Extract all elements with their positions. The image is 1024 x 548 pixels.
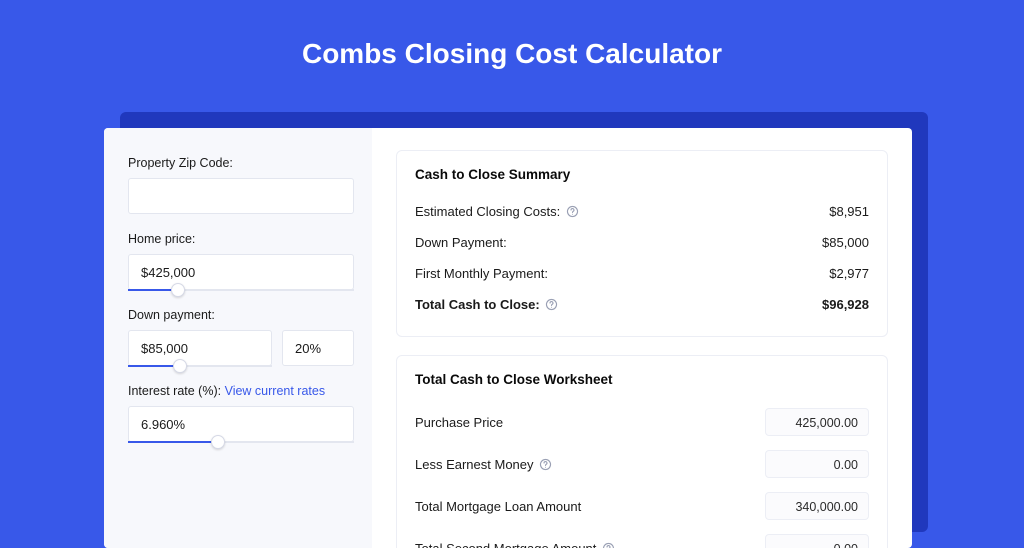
worksheet-label: Purchase Price: [415, 415, 503, 430]
slider-thumb[interactable]: [171, 283, 185, 297]
calculator-card: Property Zip Code: Home price: Down paym…: [104, 128, 912, 548]
help-icon[interactable]: [545, 298, 558, 311]
down-payment-label: Down payment:: [128, 308, 354, 322]
interest-rate-slider[interactable]: [128, 406, 354, 442]
slider-fill: [128, 441, 218, 443]
view-rates-link[interactable]: View current rates: [225, 384, 326, 398]
summary-label: Down Payment:: [415, 235, 507, 250]
help-icon[interactable]: [566, 205, 579, 218]
down-payment-input[interactable]: [128, 330, 272, 366]
interest-rate-label: Interest rate (%): View current rates: [128, 384, 354, 398]
zip-field-group: Property Zip Code:: [128, 156, 354, 214]
worksheet-label: Less Earnest Money: [415, 457, 534, 472]
summary-value: $2,977: [829, 266, 869, 281]
worksheet-heading: Total Cash to Close Worksheet: [415, 372, 869, 387]
summary-row-down-payment: Down Payment: $85,000: [415, 227, 869, 258]
page-title: Combs Closing Cost Calculator: [0, 0, 1024, 98]
summary-card: Cash to Close Summary Estimated Closing …: [396, 150, 888, 337]
worksheet-row-mortgage-amount: Total Mortgage Loan Amount 340,000.00: [415, 485, 869, 527]
home-price-field-group: Home price:: [128, 232, 354, 290]
worksheet-row-earnest-money: Less Earnest Money 0.00: [415, 443, 869, 485]
worksheet-card: Total Cash to Close Worksheet Purchase P…: [396, 355, 888, 548]
summary-label: Estimated Closing Costs:: [415, 204, 560, 219]
summary-label: First Monthly Payment:: [415, 266, 548, 281]
slider-thumb[interactable]: [211, 435, 225, 449]
summary-row-closing-costs: Estimated Closing Costs: $8,951: [415, 196, 869, 227]
slider-thumb[interactable]: [173, 359, 187, 373]
worksheet-row-purchase-price: Purchase Price 425,000.00: [415, 401, 869, 443]
home-price-input[interactable]: [128, 254, 354, 290]
help-icon[interactable]: [602, 542, 615, 548]
summary-total-label: Total Cash to Close:: [415, 297, 540, 312]
interest-rate-input[interactable]: [128, 406, 354, 442]
zip-input[interactable]: [128, 178, 354, 214]
home-price-slider[interactable]: [128, 254, 354, 290]
summary-row-first-monthly: First Monthly Payment: $2,977: [415, 258, 869, 289]
worksheet-label: Total Second Mortgage Amount: [415, 541, 596, 548]
worksheet-value[interactable]: 340,000.00: [765, 492, 869, 520]
summary-row-total: Total Cash to Close: $96,928: [415, 289, 869, 320]
help-icon[interactable]: [539, 458, 552, 471]
summary-total-value: $96,928: [822, 297, 869, 312]
down-payment-pct-input[interactable]: [282, 330, 354, 366]
down-payment-field-group: Down payment:: [128, 308, 354, 366]
down-payment-slider[interactable]: [128, 330, 272, 366]
results-panel: Cash to Close Summary Estimated Closing …: [372, 128, 912, 548]
interest-rate-field-group: Interest rate (%): View current rates: [128, 384, 354, 442]
summary-value: $85,000: [822, 235, 869, 250]
interest-rate-label-text: Interest rate (%):: [128, 384, 221, 398]
zip-label: Property Zip Code:: [128, 156, 354, 170]
inputs-panel: Property Zip Code: Home price: Down paym…: [104, 128, 372, 548]
worksheet-value[interactable]: 425,000.00: [765, 408, 869, 436]
summary-heading: Cash to Close Summary: [415, 167, 869, 182]
summary-value: $8,951: [829, 204, 869, 219]
worksheet-row-second-mortgage: Total Second Mortgage Amount 0.00: [415, 527, 869, 548]
worksheet-label: Total Mortgage Loan Amount: [415, 499, 581, 514]
home-price-label: Home price:: [128, 232, 354, 246]
worksheet-value[interactable]: 0.00: [765, 450, 869, 478]
worksheet-value[interactable]: 0.00: [765, 534, 869, 548]
